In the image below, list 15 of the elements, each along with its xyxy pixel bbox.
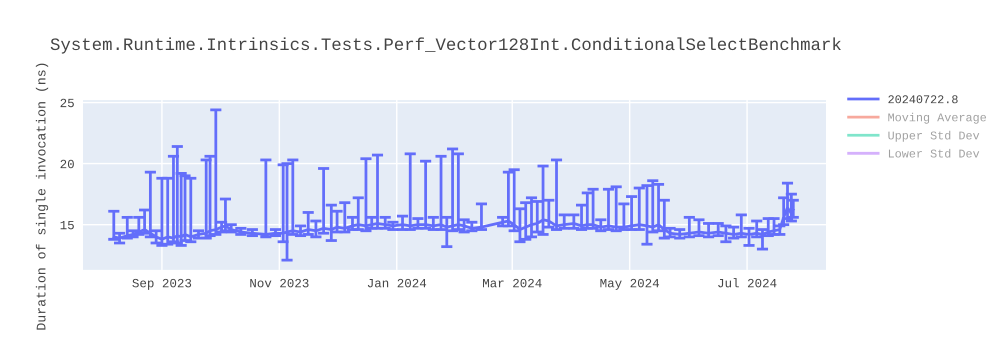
- x-tick-label: Jan 2024: [368, 278, 426, 288]
- y-tick-label: 25: [60, 98, 74, 108]
- legend-label: 20240722.8: [888, 95, 958, 104]
- chart-title: System.Runtime.Intrinsics.Tests.Perf_Vector128Int.ConditionalSelectBenchmark: [50, 37, 841, 54]
- x-tick-label: May 2024: [600, 278, 660, 290]
- legend-label: Moving Average: [888, 112, 986, 124]
- y-axis-title: Duration of single invocation (ns): [36, 64, 48, 330]
- legend-label: Lower Std Dev: [888, 148, 980, 158]
- x-tick-label: Sep 2023: [132, 278, 192, 290]
- y-tick-label: 20: [60, 160, 74, 168]
- y-tick-label: 15: [60, 220, 74, 230]
- x-tick-label: Jul 2024: [718, 278, 776, 288]
- legend-label: Upper Std Dev: [888, 130, 980, 142]
- x-tick-label: Nov 2023: [250, 278, 309, 288]
- x-tick-label: Mar 2024: [483, 278, 542, 288]
